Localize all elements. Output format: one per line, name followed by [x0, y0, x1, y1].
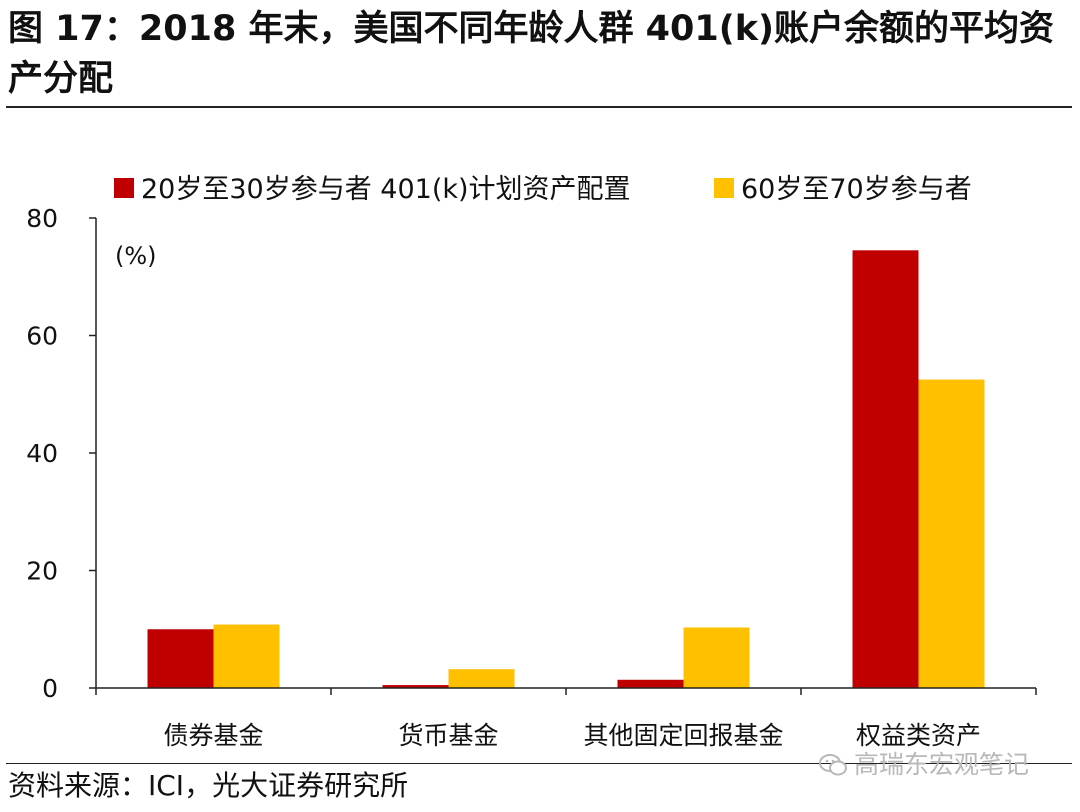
- bar-series1-0: [147, 629, 214, 688]
- chart-title: 图 17：2018 年末，美国不同年龄人群 401(k)账户余额的平均资产分配: [8, 9, 1055, 99]
- watermark: 高瑞东宏观笔记: [818, 748, 1029, 782]
- bar-series2-1: [448, 669, 515, 688]
- legend: 20岁至30岁参与者 401(k)计划资产配置 60岁至70岁参与者: [114, 174, 972, 205]
- y-tick-label: 80: [26, 204, 58, 233]
- title-divider: [6, 106, 1072, 108]
- bar-series2-3: [918, 379, 985, 688]
- legend-swatch: [714, 178, 734, 198]
- y-tick-label: 0: [42, 674, 58, 703]
- legend-label: 60岁至70岁参与者: [741, 174, 972, 205]
- x-axis: 债券基金 货币基金 其他固定回报基金 权益类资产: [95, 687, 1037, 750]
- x-tick-label: 权益类资产: [856, 721, 981, 750]
- source-note: 资料来源：ICI，光大证券研究所: [8, 769, 409, 802]
- bars: [147, 250, 985, 688]
- bar-series2-0: [213, 624, 280, 688]
- bar-series1-1: [382, 685, 449, 688]
- legend-swatch: [114, 178, 134, 198]
- x-tick-label: 货币基金: [398, 721, 498, 750]
- y-tick-label: 20: [26, 557, 58, 586]
- watermark-text: 高瑞东宏观笔记: [854, 750, 1030, 779]
- footer-divider: [6, 763, 1072, 764]
- bar-series1-3: [852, 250, 919, 688]
- legend-label: 20岁至30岁参与者 401(k)计划资产配置: [141, 174, 631, 205]
- y-tick-label: 40: [26, 439, 58, 468]
- bar-series2-2: [683, 627, 750, 688]
- unit-label: (%): [115, 242, 157, 270]
- bar-chart: 20岁至30岁参与者 401(k)计划资产配置 60岁至70岁参与者 (%) 0 2…: [26, 174, 1037, 750]
- wechat-icon: [819, 754, 847, 776]
- x-tick-label: 债券基金: [163, 721, 263, 750]
- y-tick-label: 60: [26, 322, 58, 351]
- bar-series1-2: [617, 679, 684, 688]
- x-tick-label: 其他固定回报基金: [583, 721, 783, 750]
- y-axis: 0 20 40 60 80: [26, 204, 97, 703]
